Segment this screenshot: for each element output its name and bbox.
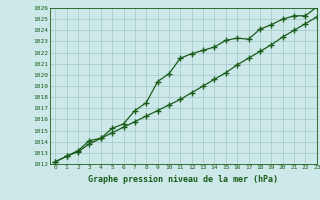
X-axis label: Graphe pression niveau de la mer (hPa): Graphe pression niveau de la mer (hPa)	[88, 175, 278, 184]
